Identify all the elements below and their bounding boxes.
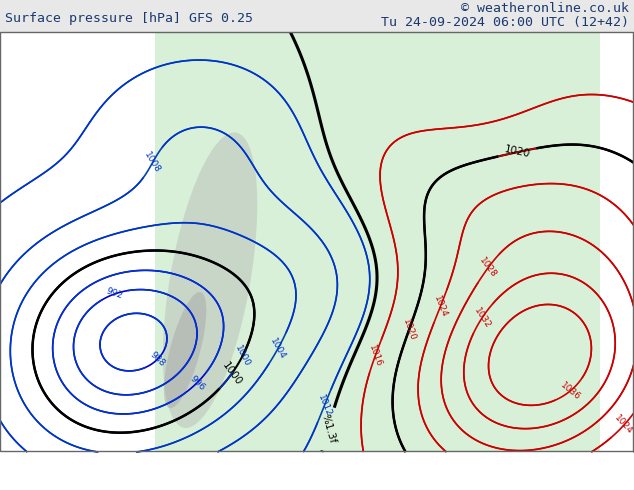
Text: 996: 996	[188, 374, 206, 392]
Point	[0, 0, 5, 4]
Text: 1028: 1028	[477, 256, 498, 280]
Point	[0, 0, 5, 4]
Ellipse shape	[163, 132, 257, 428]
Text: 1036: 1036	[559, 380, 582, 402]
Point	[0, 0, 5, 4]
Point	[0, 0, 5, 4]
Bar	[0, 32, 155, 452]
Text: %1.3f: %1.3f	[320, 413, 337, 445]
Point	[0, 0, 5, 4]
Text: 1020: 1020	[503, 145, 531, 160]
Point	[0, 0, 5, 4]
Point	[0, 0, 5, 4]
Point	[0, 0, 5, 4]
Bar	[150, 32, 600, 452]
Point	[0, 0, 5, 4]
Text: Surface pressure [hPa] GFS 0.25: Surface pressure [hPa] GFS 0.25	[5, 12, 253, 25]
Point	[0, 0, 5, 4]
Text: 1008: 1008	[143, 150, 162, 175]
Text: 1024: 1024	[613, 414, 634, 437]
Text: 1004: 1004	[268, 336, 287, 361]
Text: 1016: 1016	[367, 344, 384, 368]
Text: Tu 24-09-2024 06:00 UTC (12+42): Tu 24-09-2024 06:00 UTC (12+42)	[381, 16, 629, 29]
Text: © weatheronline.co.uk: © weatheronline.co.uk	[461, 2, 629, 15]
Bar	[0, 32, 633, 451]
Point	[0, 0, 5, 4]
Text: 1032: 1032	[472, 306, 492, 330]
Text: 992: 992	[105, 287, 124, 301]
Point	[0, 0, 5, 4]
Text: 1024: 1024	[432, 294, 449, 318]
Text: 1012: 1012	[316, 394, 333, 418]
Ellipse shape	[164, 292, 206, 408]
Point	[0, 0, 5, 4]
Text: 988: 988	[148, 350, 166, 369]
Bar	[0, 0, 634, 32]
Point	[0, 0, 5, 4]
Point	[0, 0, 5, 4]
Text: 1000: 1000	[233, 344, 252, 368]
Text: 1000: 1000	[220, 360, 243, 387]
Text: 1020: 1020	[401, 318, 417, 342]
Point	[0, 0, 5, 4]
FancyBboxPatch shape	[0, 30, 634, 450]
